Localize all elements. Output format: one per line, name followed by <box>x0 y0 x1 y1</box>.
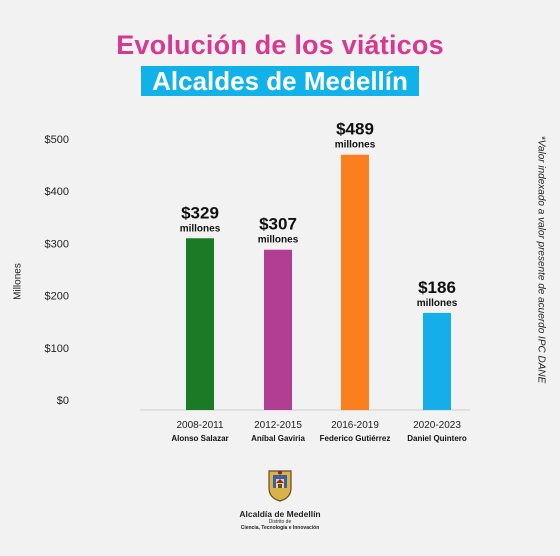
x-mayor-label: Federico Gutiérrez <box>320 434 391 443</box>
logo-name: Alcaldía de Medellín <box>239 509 321 519</box>
bar-value-label: $329 <box>181 203 219 222</box>
bar <box>264 249 292 410</box>
bar-unit-label: millones <box>417 298 458 309</box>
y-tick-label: $200 <box>45 291 69 303</box>
x-mayor-label: Daniel Quintero <box>407 434 467 443</box>
y-tick-label: $500 <box>45 134 69 146</box>
medellin-coat-of-arms-icon <box>268 470 292 502</box>
x-tick-label: 2016-2019 <box>331 420 379 431</box>
bar-value-label: $307 <box>259 215 297 234</box>
logo-line2: Ciencia, Tecnología e Innovación <box>240 525 320 531</box>
bar-unit-label: millones <box>335 140 376 151</box>
x-mayor-label: Alonso Salazar <box>171 434 228 443</box>
y-tick-label: $0 <box>57 395 69 407</box>
chart-subtitle: Alcaldes de Medellín <box>141 66 419 96</box>
logo-line1: Distrito de <box>268 519 292 525</box>
x-tick-label: 2020-2023 <box>413 420 461 431</box>
bar <box>423 312 451 410</box>
bar-value-label: $186 <box>418 278 456 297</box>
bar <box>341 154 369 410</box>
bar-value-label: $489 <box>336 120 374 139</box>
bar-unit-label: millones <box>258 235 299 246</box>
x-tick-label: 2008-2011 <box>176 420 224 431</box>
y-tick-label: $300 <box>45 238 69 250</box>
alcaldia-logo: Alcaldía de Medellín Distrito de Ciencia… <box>230 468 330 531</box>
y-tick-label: $400 <box>45 186 69 198</box>
bar <box>186 238 214 410</box>
bar-unit-label: millones <box>180 223 221 234</box>
chart-title: Evolución de los viáticos <box>116 30 444 60</box>
subtitle-banner: Alcaldes de Medellín <box>0 66 560 96</box>
y-tick-label: $100 <box>45 343 69 355</box>
x-mayor-label: Aníbal Gaviria <box>251 434 305 443</box>
x-tick-label: 2012-2015 <box>254 420 302 431</box>
